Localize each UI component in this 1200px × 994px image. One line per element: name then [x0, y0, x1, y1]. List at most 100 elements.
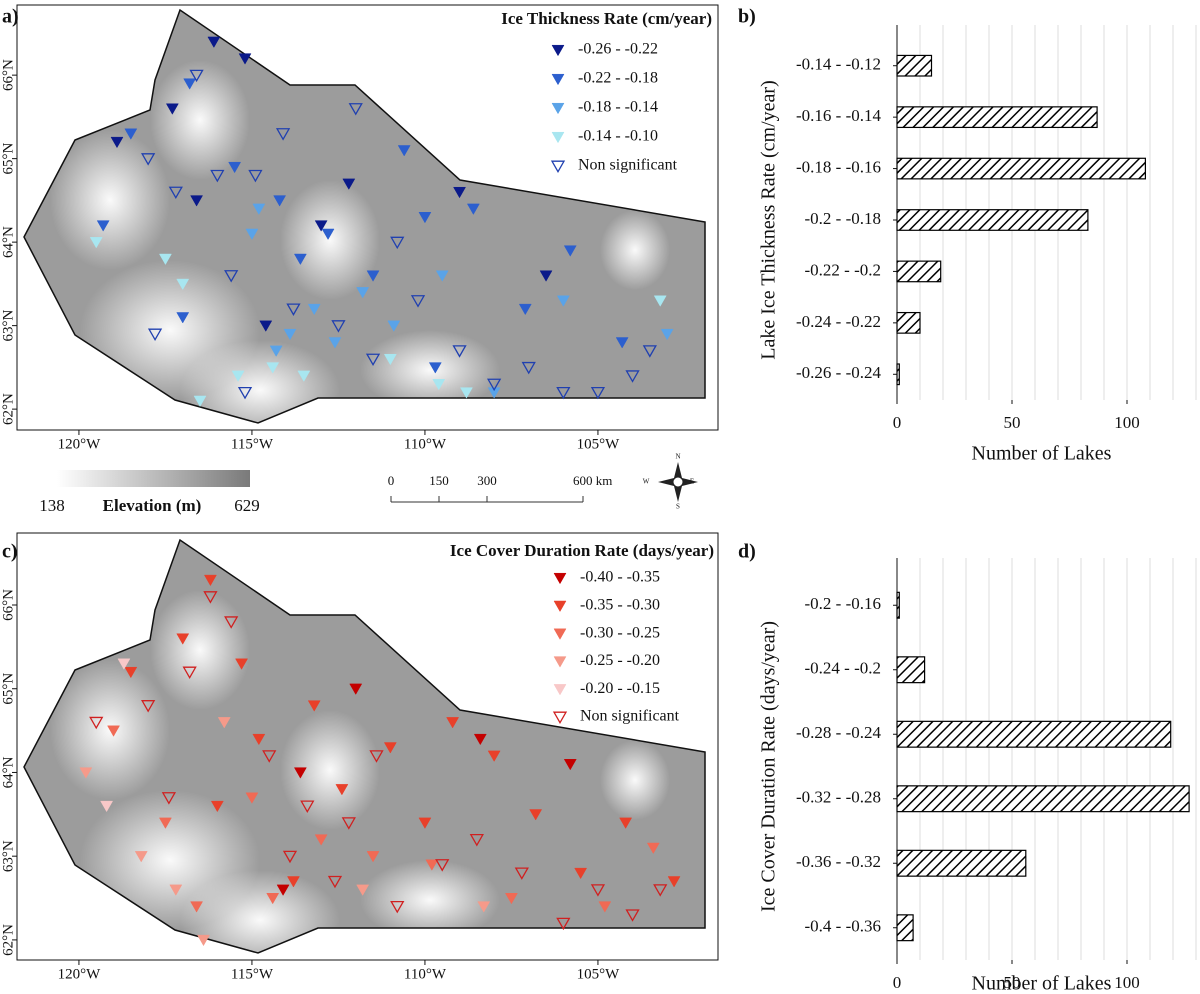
- legend-marker: [552, 711, 568, 725]
- compass-label: N: [675, 453, 680, 461]
- lake-point: [190, 901, 204, 913]
- lake-point: [141, 700, 156, 713]
- compass: [658, 462, 698, 502]
- lake-point: [646, 842, 660, 855]
- y-tick-label: -0.16 - -0.14: [796, 106, 881, 125]
- legend-marker: [551, 102, 565, 115]
- lake-point: [466, 203, 480, 215]
- legend-marker: [553, 572, 567, 585]
- lake-point: [238, 53, 252, 65]
- lake-point: [307, 303, 321, 316]
- lake-point: [107, 725, 120, 737]
- x-tick-label: 0: [893, 413, 902, 432]
- x-axis-label: Number of Lakes: [972, 973, 1112, 994]
- map-frame-a: [16, 4, 719, 431]
- legend-label: -0.30 - -0.25: [580, 624, 660, 641]
- lake-point: [168, 186, 183, 200]
- lake-point: [653, 295, 667, 307]
- lake-point: [574, 867, 588, 880]
- legend-label: -0.22 - -0.18: [578, 70, 658, 87]
- bar: [896, 209, 1089, 231]
- legend-marker: [553, 656, 567, 668]
- lake-point: [314, 220, 328, 232]
- y-tick-label: 66°N: [0, 59, 16, 91]
- lake-point: [273, 195, 287, 207]
- bar: [896, 849, 1027, 877]
- colorbar-max-label: 629: [234, 496, 260, 515]
- x-tick-label: 0: [893, 973, 902, 992]
- legend-label: Non significant: [578, 157, 678, 174]
- lake-point: [432, 379, 446, 391]
- lake-point: [642, 345, 657, 358]
- lake-point: [169, 884, 183, 896]
- lake-point: [521, 361, 536, 375]
- x-tick-label: 50: [1004, 973, 1021, 992]
- x-axis-label: Number of Lakes: [972, 443, 1112, 465]
- lake-point: [307, 700, 321, 712]
- lake-point: [217, 717, 231, 729]
- y-tick-label: 64°N: [0, 756, 16, 788]
- lake-point: [667, 876, 681, 888]
- lake-point: [435, 270, 449, 282]
- lake-point: [176, 278, 190, 291]
- lake-point: [197, 934, 210, 947]
- lake-points: [79, 574, 681, 947]
- lake-point: [193, 395, 207, 407]
- lake-point: [428, 362, 442, 374]
- y-tick-label: 65°N: [0, 143, 16, 175]
- panel-label: c): [2, 541, 18, 563]
- y-tick-label: 63°N: [0, 840, 16, 872]
- legend-label: Non significant: [580, 708, 680, 725]
- bar: [896, 106, 1098, 129]
- lake-point: [282, 850, 298, 864]
- lake-point: [248, 169, 263, 183]
- lake-point: [590, 884, 606, 897]
- colorbar-min-label: 138: [39, 496, 65, 515]
- lake-point: [224, 616, 239, 629]
- lake-point: [366, 270, 380, 282]
- lake-point: [147, 328, 163, 341]
- scalebar-label: 150: [429, 473, 449, 488]
- bar: [896, 914, 914, 942]
- panel-label: b): [738, 6, 756, 28]
- x-tick-label: 115°W: [231, 436, 274, 452]
- y-tick-label: -0.26 - -0.24: [796, 363, 881, 382]
- bar: [896, 720, 1172, 748]
- lake-point: [331, 320, 346, 333]
- legend-title: Ice Thickness Rate (cm/year): [501, 9, 712, 28]
- lake-point: [141, 153, 156, 166]
- x-tick-label: 110°W: [404, 966, 447, 982]
- bar: [896, 785, 1190, 813]
- lake-point: [383, 742, 397, 754]
- compass-label: E: [690, 478, 694, 486]
- y-tick-label: -0.24 - -0.22: [796, 312, 881, 331]
- lake-point: [514, 867, 529, 880]
- lake-point: [189, 69, 204, 83]
- legend-marker: [551, 44, 565, 57]
- lake-point: [397, 145, 411, 157]
- lake-point: [327, 875, 343, 889]
- lake-point: [210, 800, 224, 813]
- lake-point: [590, 386, 606, 400]
- lake-point: [469, 833, 484, 847]
- scalebar-label: 0: [388, 473, 395, 488]
- lake-point: [231, 370, 245, 382]
- lake-point: [183, 78, 197, 90]
- lake-point: [477, 901, 491, 913]
- bar: [896, 656, 926, 684]
- legend-label: -0.20 - -0.15: [580, 680, 660, 697]
- x-tick-label: 105°W: [577, 966, 620, 982]
- lake-point: [252, 203, 266, 215]
- bar: [896, 363, 900, 386]
- lake-point: [487, 750, 501, 762]
- y-tick-label: -0.32 - -0.28: [796, 788, 881, 807]
- elevation-colorbar: [57, 470, 250, 487]
- lake-point: [387, 320, 401, 332]
- lake-point: [124, 666, 138, 679]
- lake-point: [286, 303, 301, 316]
- lake-point: [369, 750, 384, 763]
- lake-point: [165, 103, 179, 115]
- legend-marker: [553, 600, 567, 613]
- lake-point: [79, 767, 93, 779]
